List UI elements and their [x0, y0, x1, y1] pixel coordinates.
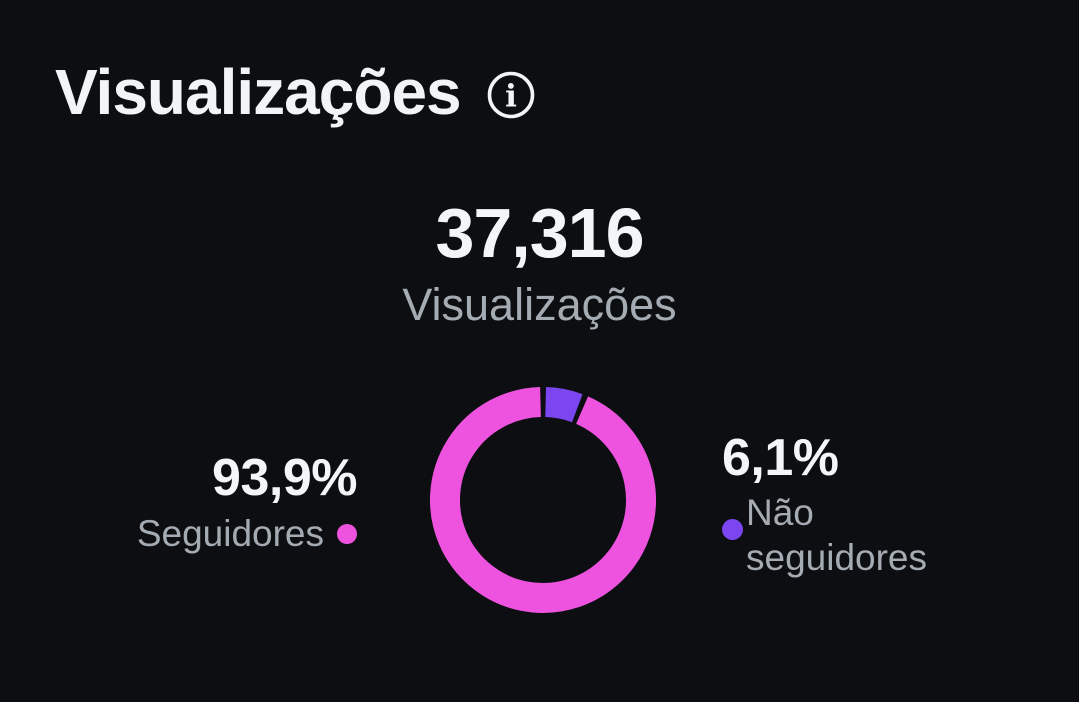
followers-label: Seguidores — [136, 513, 324, 554]
non-followers-label-line2: seguidores — [746, 537, 928, 578]
info-icon: i — [487, 71, 534, 119]
legend-non-followers: 6,1% Não seguidores — [722, 432, 927, 580]
info-button[interactable]: i — [485, 69, 537, 121]
views-total-label: Visualizações — [402, 279, 677, 330]
non-followers-label-line1: Não — [746, 492, 814, 533]
followers-label-row: Seguidores — [136, 513, 357, 555]
views-total: 37,316 — [435, 194, 644, 272]
page-title: Visualizações — [55, 56, 462, 128]
donut-segment-seguidores — [430, 387, 656, 613]
card-header: Visualizações i — [55, 60, 537, 124]
views-summary: 37,316 Visualizações — [0, 198, 1079, 327]
svg-text:i: i — [505, 79, 517, 115]
non-followers-dot — [722, 519, 743, 540]
non-followers-label-row: Não seguidores — [722, 490, 927, 580]
followers-percent: 93,9% — [212, 449, 357, 507]
followers-dot — [337, 524, 357, 545]
non-followers-percent: 6,1% — [722, 429, 839, 487]
non-followers-label: Não seguidores — [746, 490, 927, 580]
donut-segment-n-o-seguidores — [544, 387, 583, 423]
views-donut-chart — [430, 387, 656, 613]
legend-followers: 93,9% Seguidores — [136, 449, 358, 555]
